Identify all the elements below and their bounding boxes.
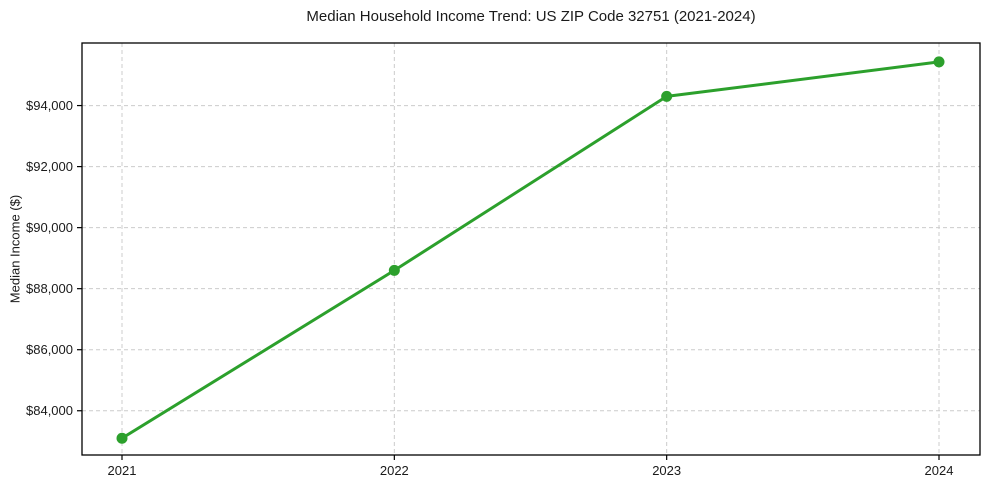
data-point [388, 264, 400, 276]
x-tick-label: 2024 [925, 463, 954, 478]
y-tick-label: $94,000 [26, 98, 73, 113]
data-point [933, 56, 945, 68]
y-tick-label: $90,000 [26, 220, 73, 235]
plot-border [81, 42, 981, 456]
y-tick-label: $88,000 [26, 281, 73, 296]
y-tick-label: $86,000 [26, 342, 73, 357]
x-tick-label: 2022 [380, 463, 409, 478]
y-tick-label: $92,000 [26, 159, 73, 174]
data-point [116, 432, 128, 444]
chart-title: Median Household Income Trend: US ZIP Co… [306, 8, 756, 25]
y-tick-label: $84,000 [26, 403, 73, 418]
data-point [661, 90, 673, 102]
x-tick-label: 2023 [652, 463, 681, 478]
x-tick-label: 2021 [108, 463, 137, 478]
trend-line [120, 60, 941, 440]
